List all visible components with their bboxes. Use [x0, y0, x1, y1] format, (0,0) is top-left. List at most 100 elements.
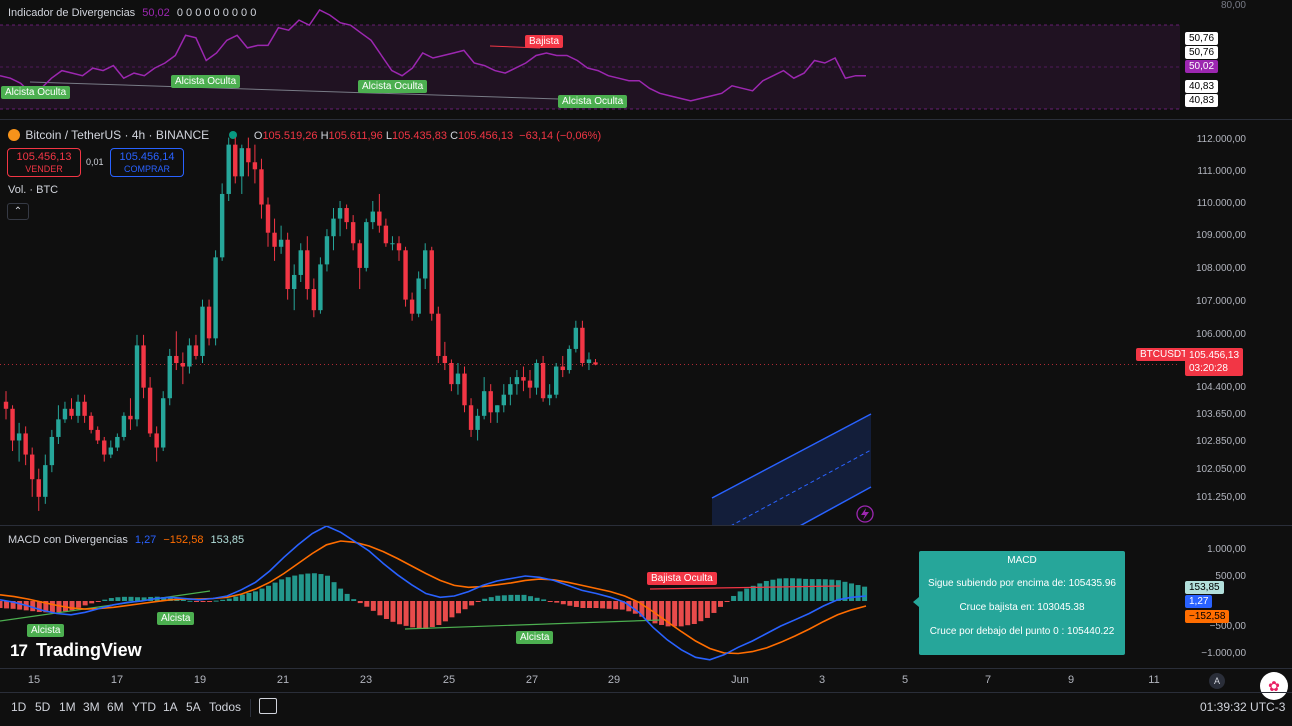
timeframe-button[interactable]: 5D	[35, 700, 51, 714]
macd-histogram-bar	[43, 601, 49, 613]
channel-upper-line	[711, 413, 872, 499]
candle-body	[337, 208, 343, 219]
indicator-title[interactable]: Indicador de Divergencias	[8, 7, 136, 19]
macd-histogram-bar	[325, 575, 330, 601]
sell-button[interactable]: 105.456,13 VENDER	[7, 148, 81, 177]
macd-scale-label: 500,00	[1215, 571, 1246, 582]
indicator-label-alcista-oculta-1: Alcista Oculta	[1, 86, 71, 99]
timeframe-button[interactable]: 1M	[59, 700, 76, 714]
macd-histogram-bar	[678, 601, 684, 627]
macd-histogram-bar	[750, 585, 756, 601]
macd-title[interactable]: MACD con Divergencias	[8, 534, 128, 546]
calendar-range-icon[interactable]	[259, 698, 277, 714]
auto-scale-button[interactable]: A	[1209, 673, 1225, 689]
macd-histogram-bar	[606, 601, 612, 609]
macd-histogram-bar	[370, 601, 376, 611]
macd-histogram-bar	[619, 601, 625, 610]
candle-body	[193, 345, 199, 356]
tradingview-logo[interactable]: 17 TradingView	[10, 640, 142, 661]
clock[interactable]: 01:39:32 UTC-3	[1200, 700, 1286, 714]
macd-histogram-bar	[469, 601, 475, 606]
macd-histogram-bar	[220, 599, 226, 601]
candle-body	[49, 436, 55, 466]
timeframe-button[interactable]: 3M	[83, 700, 100, 714]
candle-body	[69, 408, 74, 416]
ohlc-close: 105.456,13	[458, 130, 514, 142]
timeframe-button[interactable]: Todos	[209, 700, 242, 714]
candle-body	[423, 250, 428, 279]
macd-histogram-bar	[587, 601, 592, 608]
macd-histogram-bar	[89, 601, 95, 604]
countdown: 03:20:28	[1189, 363, 1228, 374]
candle-body	[357, 243, 362, 268]
macd-histogram-bar	[770, 579, 776, 601]
candle-body	[233, 144, 238, 177]
macd-histogram-bar	[69, 601, 75, 611]
candle-body	[259, 169, 264, 205]
macd-histogram-bar	[331, 582, 337, 601]
candle-body	[43, 465, 48, 497]
candle-body	[501, 394, 506, 406]
candle-body	[331, 218, 336, 237]
macd-divergence-alcista-line	[404, 619, 661, 630]
macd-histogram-bar	[639, 601, 645, 617]
price-scale-label: 107.000,00	[1195, 296, 1246, 307]
macd-histogram-bar	[82, 601, 88, 606]
volume-label[interactable]: Vol. · BTC	[8, 184, 59, 196]
buy-button[interactable]: 105.456,14 COMPRAR	[110, 148, 184, 177]
macd-histogram-bar	[17, 601, 23, 610]
indicator-scale-l4: 40,83	[1185, 94, 1219, 107]
macd-histogram-bar	[718, 601, 723, 607]
candle-body	[219, 193, 225, 258]
macd-histogram-bar	[0, 601, 3, 608]
macd-histogram-bar	[776, 578, 782, 601]
indicator-value: 50,02	[142, 7, 170, 19]
macd-divergence-bajista-line	[649, 585, 841, 590]
macd-histogram-bar	[456, 601, 461, 614]
macd-histogram-bar	[855, 585, 861, 601]
macd-histogram-bar	[737, 591, 743, 601]
macd-histogram-bar	[49, 601, 55, 613]
symbol-title[interactable]: Bitcoin / TetherUS · 4h · BINANCE	[25, 128, 210, 142]
macd-histogram-bar	[108, 598, 114, 601]
candle-body	[128, 415, 133, 420]
macd-histogram-bar	[213, 600, 219, 602]
macd-histogram-bar	[501, 595, 507, 601]
candle-body	[324, 236, 330, 265]
lightning-icon-ring	[856, 505, 874, 523]
price-scale-label: 109.000,00	[1195, 230, 1246, 241]
macd-histogram-bar	[698, 601, 704, 622]
macd-histogram-bar	[272, 582, 278, 601]
candle-body	[82, 401, 87, 416]
candle-body	[88, 415, 94, 430]
timeframe-button[interactable]: 1A	[163, 700, 178, 714]
timeframe-button[interactable]: 5A	[186, 700, 201, 714]
macd-histogram-bar	[30, 601, 36, 612]
macd-histogram-bar	[76, 601, 82, 608]
price-scale-label: 111.000,00	[1197, 166, 1246, 177]
timeframe-button[interactable]: 6M	[107, 700, 124, 714]
brain-icon[interactable]: ✿	[1260, 672, 1288, 700]
macd-histogram-bar	[246, 593, 252, 601]
macd-header: MACD con Divergencias 1,27 −152,58 153,8…	[8, 534, 244, 546]
indicator-label-alcista-oculta-2: Alcista Oculta	[171, 75, 241, 88]
macd-histogram-bar	[822, 579, 828, 601]
candle-body	[161, 398, 166, 448]
macd-histogram-bar	[659, 601, 665, 625]
price-scale-label: 106.000,00	[1195, 329, 1246, 340]
symbol-tag: BTCUSDT	[1136, 348, 1192, 361]
candle-body	[95, 429, 100, 441]
macd-histogram-bar	[383, 601, 389, 619]
timeframe-button[interactable]: YTD	[132, 700, 156, 714]
macd-scale-label: −1.000,00	[1201, 648, 1246, 659]
ohlc-open: 105.519,26	[262, 130, 318, 142]
timeframe-button[interactable]: 1D	[11, 700, 27, 714]
collapse-button[interactable]: ⌃	[7, 203, 29, 220]
macd-histogram-bar	[685, 601, 691, 626]
candle-body	[364, 222, 369, 268]
candle-body	[350, 222, 356, 244]
candle-body	[141, 345, 146, 388]
macd-histogram-bar	[757, 583, 763, 601]
macd-label-alcista-2: Alcista	[157, 612, 195, 625]
candle-body	[449, 363, 454, 385]
